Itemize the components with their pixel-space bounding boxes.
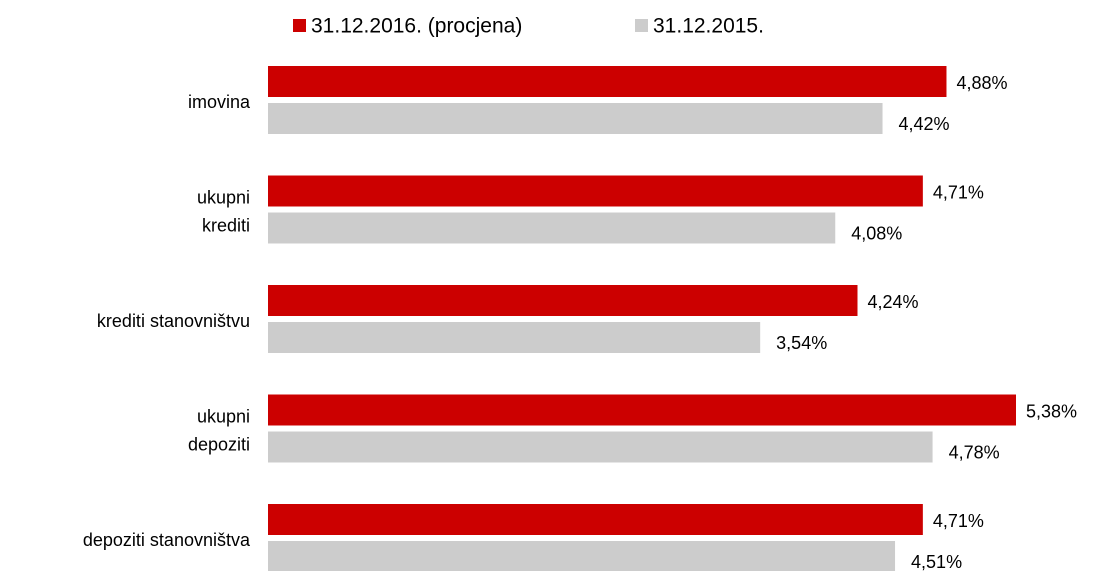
value-label: 4,71% bbox=[933, 511, 984, 531]
category-label: imovina bbox=[188, 92, 251, 112]
value-label: 3,54% bbox=[776, 333, 827, 353]
category-label: depoziti bbox=[188, 434, 250, 454]
bar bbox=[268, 504, 923, 535]
bar bbox=[268, 212, 836, 244]
category-label: depoziti stanovništva bbox=[83, 530, 251, 550]
legend-swatch bbox=[293, 19, 306, 32]
value-label: 4,78% bbox=[949, 442, 1000, 462]
category-label: ukupni bbox=[197, 406, 250, 426]
category-label: krediti stanovništvu bbox=[97, 311, 250, 331]
legend-swatch bbox=[635, 19, 648, 32]
value-label: 4,88% bbox=[956, 73, 1007, 93]
bar bbox=[268, 322, 761, 353]
bar bbox=[268, 103, 883, 134]
bar bbox=[268, 394, 1016, 426]
legend-label: 31.12.2015. bbox=[653, 15, 764, 38]
bar bbox=[268, 66, 947, 97]
value-label: 5,38% bbox=[1026, 401, 1077, 421]
value-label: 4,71% bbox=[933, 182, 984, 202]
bar bbox=[268, 541, 896, 571]
bar bbox=[268, 431, 933, 463]
value-label: 4,08% bbox=[851, 223, 902, 243]
bar bbox=[268, 285, 858, 316]
value-label: 4,24% bbox=[868, 292, 919, 312]
category-label: ukupni bbox=[197, 187, 250, 207]
category-label: krediti bbox=[202, 215, 250, 235]
legend-label: 31.12.2016. (procjena) bbox=[311, 15, 522, 38]
value-label: 4,51% bbox=[911, 552, 962, 571]
value-label: 4,42% bbox=[899, 114, 950, 134]
bar bbox=[268, 175, 923, 207]
